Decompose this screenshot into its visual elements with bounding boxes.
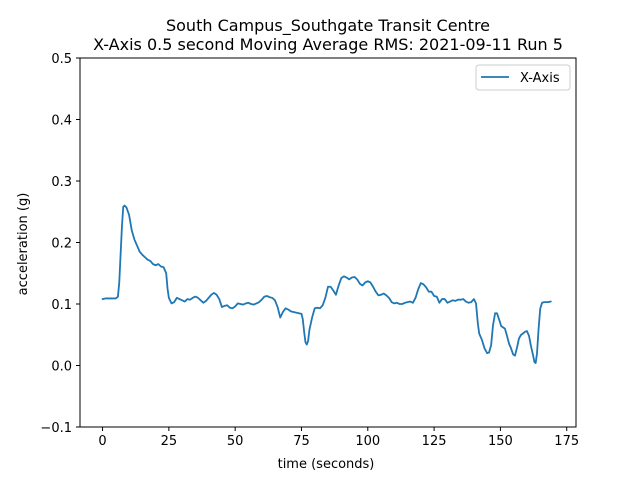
x-tick-label: 175 <box>554 434 579 449</box>
y-tick-label: 0.4 <box>51 114 72 129</box>
x-tick-label: 100 <box>355 434 380 449</box>
legend-box <box>475 64 571 91</box>
legend: X-Axis <box>475 64 571 91</box>
y-tick-label: 0.0 <box>51 360 72 375</box>
y-tick-label: 0.1 <box>51 298 72 313</box>
series-line-x-axis <box>101 204 552 364</box>
y-tick-label: −0.1 <box>40 421 72 436</box>
plot-area-frame <box>79 57 577 428</box>
y-tick-label: 0.2 <box>51 237 72 252</box>
x-tick-label: 25 <box>161 434 178 449</box>
y-tick-label: 0.5 <box>51 52 72 67</box>
x-ticks: 0 25 50 75 100 125 150 175 <box>98 427 579 449</box>
x-tick-label: 150 <box>488 434 513 449</box>
x-tick-label: 125 <box>422 434 447 449</box>
x-tick-label: 0 <box>98 434 106 449</box>
chart-title-line-2: X-Axis 0.5 second Moving Average RMS: 20… <box>93 35 563 54</box>
y-axis-label: acceleration (g) <box>16 193 31 296</box>
x-axis-label: time (seconds) <box>278 457 375 472</box>
y-tick-label: 0.3 <box>51 175 72 190</box>
y-ticks: −0.1 0.0 0.1 0.2 0.3 0.4 0.5 <box>40 52 80 436</box>
x-tick-label: 75 <box>293 434 310 449</box>
legend-label-x-axis: X-Axis <box>520 71 560 86</box>
x-tick-label: 50 <box>227 434 244 449</box>
chart-title-line-1: South Campus_Southgate Transit Centre <box>166 16 490 36</box>
